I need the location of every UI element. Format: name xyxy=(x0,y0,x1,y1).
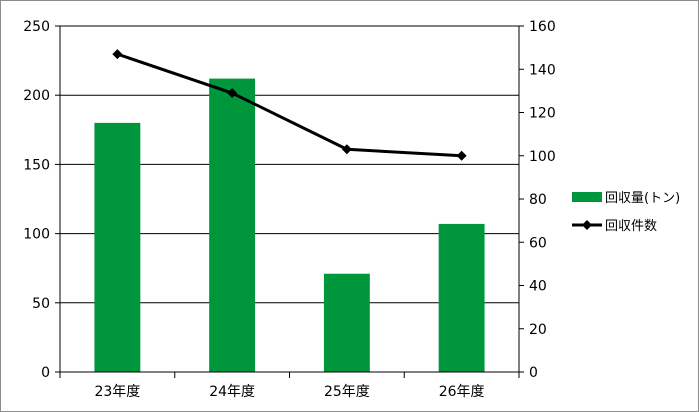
right-tick-label: 160 xyxy=(529,19,556,35)
line-point xyxy=(112,49,123,60)
right-tick-label: 0 xyxy=(529,365,538,381)
left-tick-label: 50 xyxy=(32,296,50,312)
left-tick-label: 0 xyxy=(41,365,50,381)
right-tick-label: 40 xyxy=(529,279,547,295)
bar xyxy=(209,78,256,372)
x-tick-label: 23年度 xyxy=(94,384,140,400)
left-tick-label: 200 xyxy=(23,88,50,104)
line-point xyxy=(456,150,467,161)
x-tick-label: 25年度 xyxy=(324,384,370,400)
bar xyxy=(438,223,485,372)
left-tick-label: 250 xyxy=(23,19,50,35)
legend-label-bar: 回収量(トン) xyxy=(605,191,680,206)
left-tick-label: 150 xyxy=(23,157,50,173)
right-tick-label: 140 xyxy=(529,62,556,78)
x-tick-label: 24年度 xyxy=(209,384,255,400)
right-tick-label: 20 xyxy=(529,322,547,338)
right-tick-label: 100 xyxy=(529,149,556,165)
legend-marker-line xyxy=(582,220,592,230)
right-tick-label: 80 xyxy=(529,192,547,208)
line-point xyxy=(227,88,238,99)
line-series xyxy=(116,52,462,158)
legend-label-line: 回収件数 xyxy=(605,219,657,234)
x-tick-label: 26年度 xyxy=(439,384,485,400)
right-tick-label: 120 xyxy=(529,106,556,122)
right-tick-label: 60 xyxy=(529,235,547,251)
bar xyxy=(323,273,370,372)
line-point xyxy=(341,144,352,155)
legend-swatch-bar xyxy=(572,192,602,202)
left-tick-label: 100 xyxy=(23,227,50,243)
bar xyxy=(94,122,141,372)
